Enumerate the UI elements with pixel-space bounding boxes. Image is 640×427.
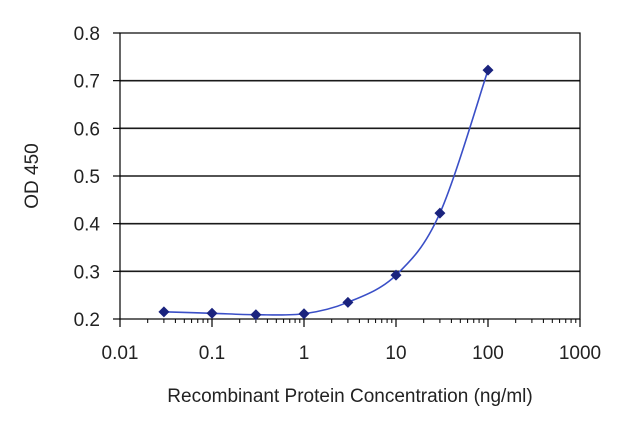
data-point-marker (434, 207, 446, 219)
y-tick-label: 0.5 (74, 167, 100, 188)
data-point-marker (250, 309, 262, 321)
y-tick-labels: 0.2 0.3 0.4 0.5 0.6 0.7 0.8 (74, 24, 101, 331)
y-tick-label: 0.7 (74, 72, 100, 93)
grid-lines (120, 79, 580, 273)
data-point-marker (206, 307, 218, 319)
y-tick-label: 0.4 (74, 215, 101, 236)
x-tick-label: 0.1 (199, 343, 225, 364)
y-tick-label: 0.3 (74, 262, 100, 283)
x-tick-label: 100 (472, 343, 504, 364)
data-point-marker (482, 64, 494, 76)
fit-curve (163, 69, 489, 316)
x-tick-label: 1 (299, 343, 310, 364)
data-point-marker (298, 308, 310, 320)
x-tick-label: 1000 (559, 343, 601, 364)
x-tick-labels: 0.01 0.1 1 10 100 1000 (102, 343, 602, 364)
y-axis-title: OD 450 (22, 143, 43, 208)
axes (113, 32, 581, 327)
y-tick-label: 0.6 (74, 119, 100, 140)
y-tick-label: 0.2 (74, 310, 100, 331)
x-tick-label: 0.01 (102, 343, 139, 364)
data-points (158, 64, 494, 321)
y-tick-label: 0.8 (74, 24, 100, 45)
plot-frame (119, 32, 581, 320)
x-axis-title: Recombinant Protein Concentration (ng/ml… (167, 386, 532, 407)
data-point-marker (390, 269, 402, 281)
x-tick-label: 10 (385, 343, 406, 364)
data-point-marker (342, 296, 354, 308)
data-point-marker (158, 306, 170, 318)
fit-curve-layer (163, 69, 489, 316)
